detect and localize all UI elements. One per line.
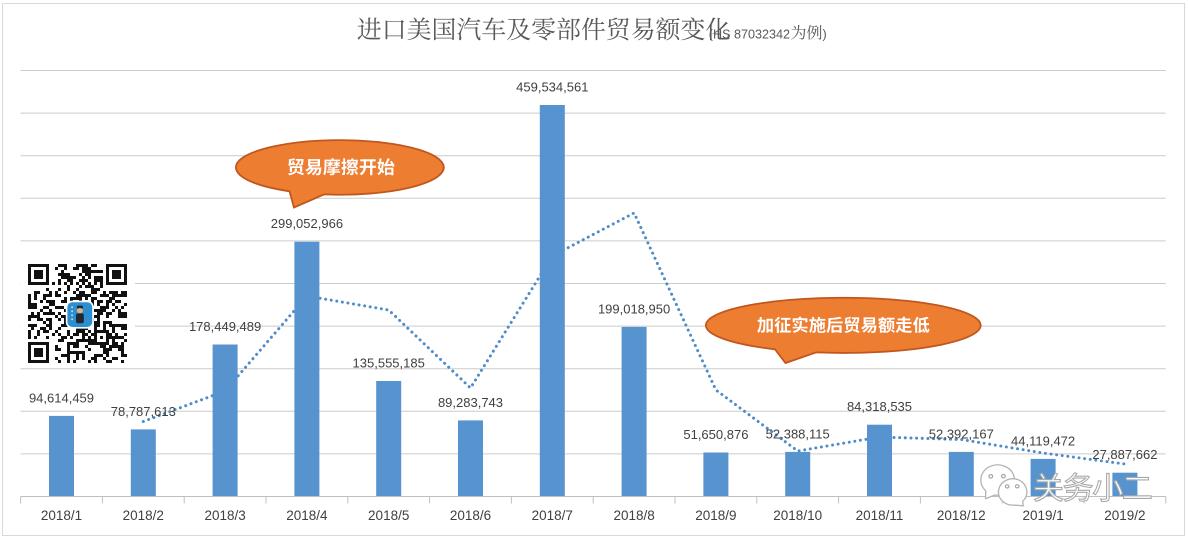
svg-text:52,392,167: 52,392,167 <box>929 426 994 441</box>
svg-text:2019/2: 2019/2 <box>1104 508 1145 523</box>
svg-text:2018/11: 2018/11 <box>856 508 904 523</box>
svg-text:299,052,966: 299,052,966 <box>271 216 343 231</box>
svg-text:135,555,185: 135,555,185 <box>353 356 425 371</box>
svg-text:78,787,613: 78,787,613 <box>111 404 176 419</box>
svg-text:): ) <box>823 27 827 41</box>
svg-text:2018/4: 2018/4 <box>286 508 328 523</box>
svg-text:2018/12: 2018/12 <box>937 508 986 523</box>
svg-text:51,650,876: 51,650,876 <box>683 427 748 442</box>
svg-text:(HS 87032342: (HS 87032342 <box>709 27 790 41</box>
svg-text:52,388,115: 52,388,115 <box>766 426 830 441</box>
svg-text:2018/7: 2018/7 <box>532 508 573 523</box>
svg-text:199,018,950: 199,018,950 <box>598 301 670 316</box>
svg-text:94,614,459: 94,614,459 <box>29 390 94 405</box>
svg-text:2019/1: 2019/1 <box>1022 508 1063 523</box>
svg-text:84,318,535: 84,318,535 <box>847 399 912 414</box>
svg-text:2018/2: 2018/2 <box>123 508 164 523</box>
svg-text:2018/3: 2018/3 <box>204 508 245 523</box>
svg-text:2018/10: 2018/10 <box>773 508 822 523</box>
svg-text:2018/5: 2018/5 <box>368 508 409 523</box>
svg-text:2018/1: 2018/1 <box>41 508 82 523</box>
svg-text:2018/6: 2018/6 <box>450 508 491 523</box>
svg-text:178,449,489: 178,449,489 <box>189 319 261 334</box>
svg-text:2018/8: 2018/8 <box>613 508 654 523</box>
svg-text:89,283,743: 89,283,743 <box>438 395 503 410</box>
svg-text:459,534,561: 459,534,561 <box>516 80 588 95</box>
svg-text:27,887,662: 27,887,662 <box>1092 447 1157 462</box>
svg-text:2018/9: 2018/9 <box>695 508 736 523</box>
svg-text:44,119,472: 44,119,472 <box>1011 433 1075 448</box>
